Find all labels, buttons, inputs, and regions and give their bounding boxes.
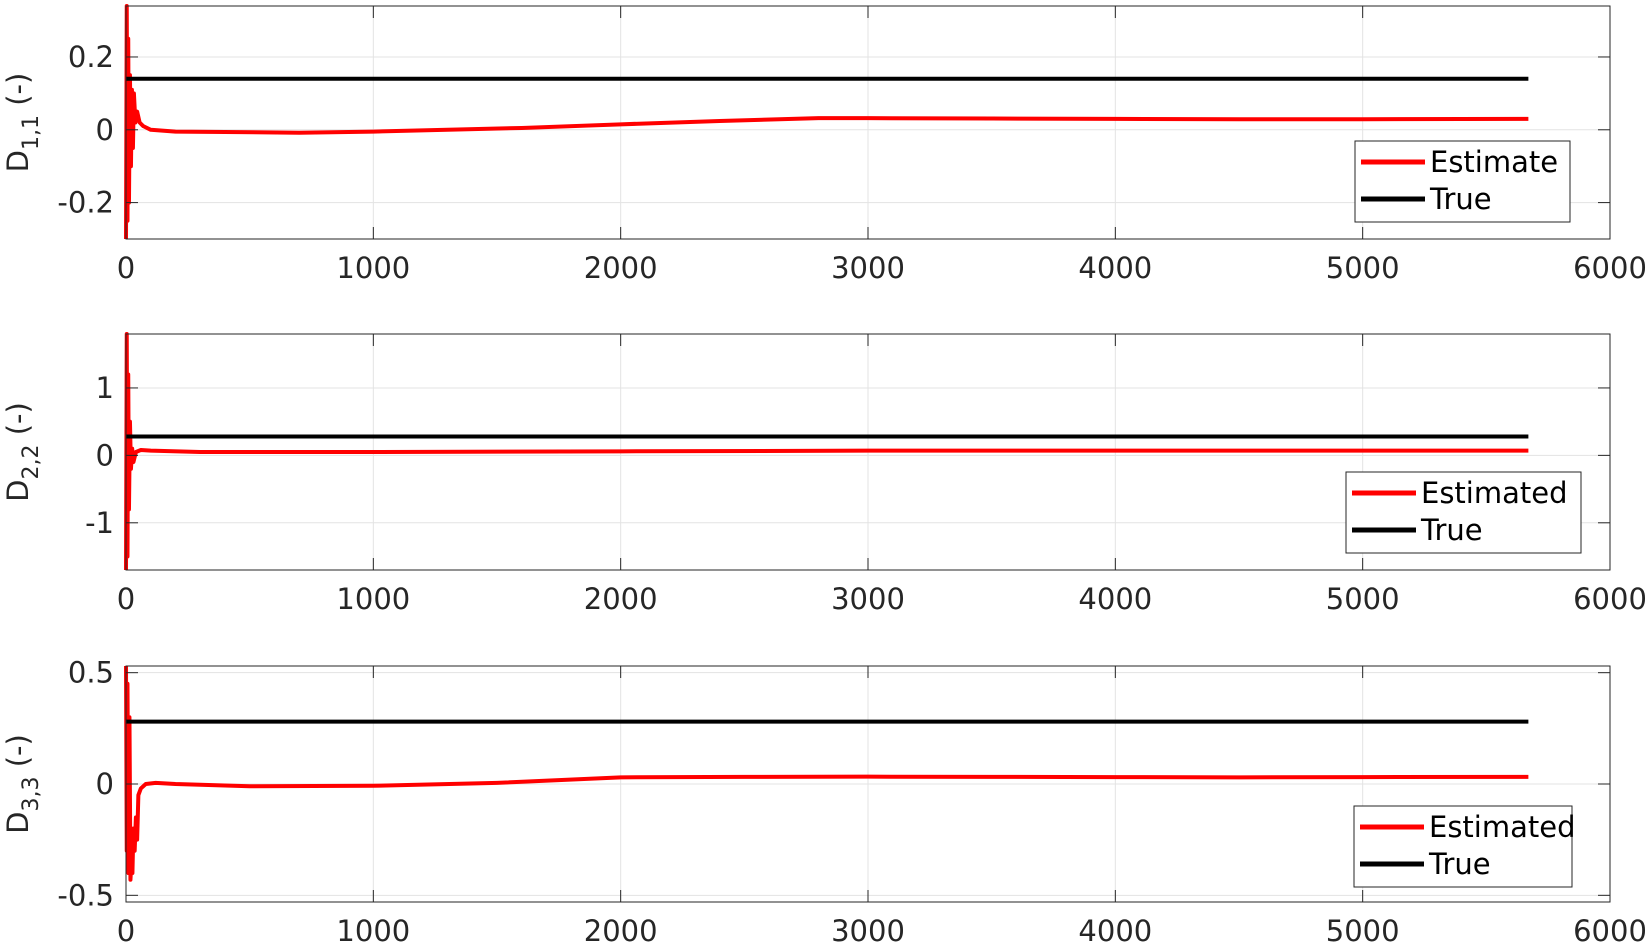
x-tick-label: 4000 (1078, 914, 1152, 945)
y-axis-label-unit: (-) (1, 402, 35, 444)
series-line-estimated (124, 332, 1529, 571)
y-axis-label-unit: (-) (1, 73, 35, 115)
y-axis-label-subscript: 3,3 (19, 776, 44, 811)
legend-box (1345, 471, 1582, 554)
x-tick-label: 3000 (831, 582, 905, 616)
y-tick-label: 1 (96, 371, 114, 405)
subplot-2: 0 1000 2000 3000 4000 5000 6000 -1 0 1 D2,2 (-) Est… (1, 332, 1647, 616)
y-tick-label: 0 (96, 767, 114, 801)
y-tick-label: 0.2 (68, 40, 114, 74)
x-tick-label: 0 (117, 914, 135, 945)
x-tick-label: 3000 (831, 251, 905, 285)
subplot-1: 0 1000 2000 3000 4000 5000 6000-0.200.2D1,1 (-… (1, 4, 1647, 285)
y-axis-label-base: D (1, 811, 35, 833)
x-tick-label: 6000 (1573, 582, 1647, 616)
y-axis-label-unit: (-) (1, 734, 35, 776)
y-axis-label-base: D (1, 479, 35, 501)
y-tick-label: -0.5 (57, 878, 114, 912)
y-tick-label: -0.2 (57, 186, 114, 220)
x-tick-label: 2000 (584, 251, 658, 285)
x-tick-label: 3000 (831, 914, 905, 945)
legend-label-estimate: Estimate (1430, 145, 1558, 179)
x-tick-label: 6000 (1573, 251, 1647, 285)
y-tick-label: -1 (85, 506, 114, 540)
y-axis-label-base: D (1, 150, 35, 172)
legend-label-estimated: Estimated (1421, 476, 1568, 510)
x-tick-label: 2000 (584, 914, 658, 945)
legend-box (1353, 805, 1573, 888)
legend-label-true: True (1428, 847, 1491, 881)
y-axis-label: D2,2 (-) (1, 402, 44, 502)
legend-label-true: True (1429, 182, 1492, 216)
y-axis-label-subscript: 1,1 (19, 115, 44, 150)
x-tick-label: 0 (117, 251, 135, 285)
y-axis-label: D1,1 (-) (1, 73, 44, 173)
x-tick-label: 0 (117, 582, 135, 616)
legend-box (1354, 140, 1571, 223)
legend-label-true: True (1420, 513, 1483, 547)
y-axis-label: D3,3 (-) (1, 734, 44, 834)
series-line-estimate (124, 4, 1529, 240)
subplot-3: 0 1000 2000 3000 4000 5000 6000-0.500.5D3,3 (-… (1, 656, 1647, 945)
y-tick-label: 0 (96, 113, 114, 147)
legend-label-estimated: Estimated (1429, 810, 1576, 844)
x-tick-label: 1000 (336, 582, 410, 616)
x-tick-label: 1000 (336, 251, 410, 285)
y-tick-label: 0 (96, 438, 114, 472)
x-tick-label: 4000 (1078, 582, 1152, 616)
x-tick-label: 2000 (584, 582, 658, 616)
x-tick-label: 1000 (336, 914, 410, 945)
y-axis-label-subscript: 2,2 (19, 444, 44, 479)
x-tick-label: 5000 (1326, 582, 1400, 616)
y-tick-label: 0.5 (68, 656, 114, 690)
x-tick-label: 5000 (1326, 914, 1400, 945)
x-tick-label: 6000 (1573, 914, 1647, 945)
series-line-estimated (124, 665, 1529, 882)
x-tick-label: 5000 (1326, 251, 1400, 285)
x-tick-label: 4000 (1078, 251, 1152, 285)
